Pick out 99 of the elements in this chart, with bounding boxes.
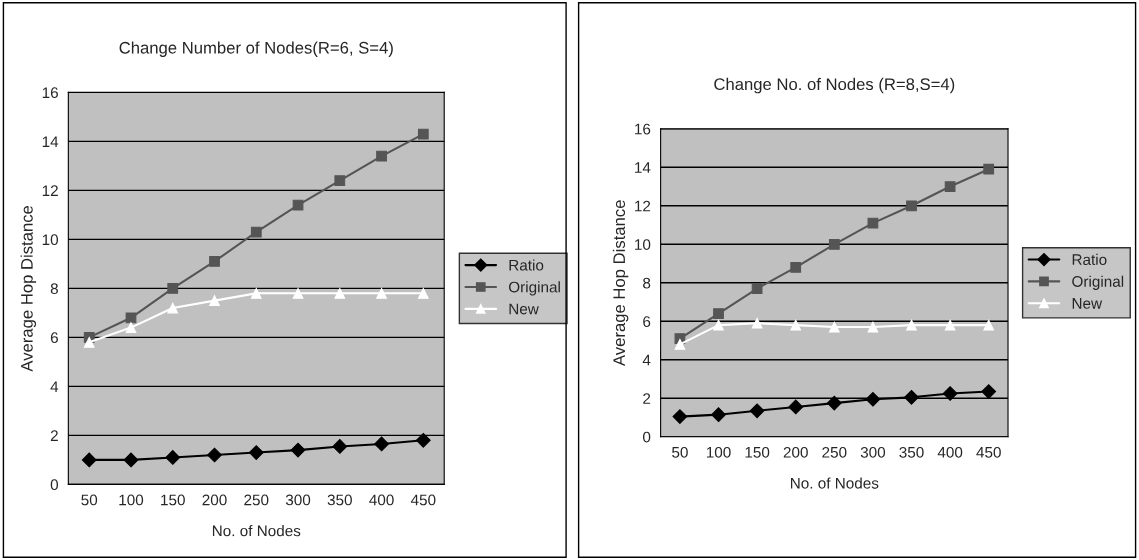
point (207, 447, 222, 463)
chart-title: Change Number of Nodes(R=6, S=4) (119, 41, 393, 57)
x-tick-label: 200 (202, 494, 227, 506)
y-tick-label: 12 (635, 200, 651, 212)
x-tick-label: 450 (976, 446, 1001, 458)
legend-label: Ratio (509, 259, 544, 271)
point (749, 403, 765, 419)
point (828, 238, 840, 250)
point (751, 283, 763, 294)
x-tick-label: 450 (410, 494, 436, 506)
x-tick-label: 400 (369, 494, 394, 506)
legend-label: Ratio (1072, 253, 1107, 266)
point (334, 175, 346, 186)
point (790, 319, 802, 331)
x-tick-label: 300 (285, 494, 311, 506)
legend-label: Original (508, 281, 560, 296)
point (290, 442, 306, 458)
y-axis-title: Average Hop Distance (20, 205, 37, 372)
y-tick-label: 14 (42, 136, 59, 147)
point (417, 287, 429, 299)
point (165, 450, 181, 465)
y-tick-label: 12 (42, 185, 58, 196)
y-tick-label: 8 (643, 277, 651, 289)
point (867, 321, 879, 333)
y-tick-label: 0 (643, 431, 651, 443)
y-tick-label: 10 (635, 239, 651, 250)
x-tick-label: 300 (860, 446, 886, 458)
y-tick-label: 2 (50, 430, 58, 441)
point (376, 287, 387, 299)
point (713, 308, 724, 319)
x-tick-label: 150 (161, 494, 185, 506)
x-tick-label: 100 (706, 446, 731, 458)
x-tick-label: 50 (81, 494, 98, 506)
point (415, 432, 431, 448)
point (376, 150, 387, 162)
x-tick-label: 350 (899, 446, 924, 458)
x-axis-title: No. of Nodes (790, 477, 879, 489)
point (167, 302, 179, 314)
point (292, 287, 304, 299)
point (788, 399, 804, 415)
x-tick-label: 250 (244, 494, 269, 506)
point (125, 322, 137, 333)
y-tick-label: 4 (50, 381, 59, 392)
y-tick-label: 4 (642, 354, 651, 366)
x-tick-label: 350 (327, 494, 352, 506)
point (828, 321, 840, 333)
point (711, 407, 726, 423)
legend-label: New (1072, 298, 1103, 309)
x-tick-label: 200 (783, 446, 808, 458)
point (83, 336, 95, 348)
y-tick-label: 6 (50, 332, 58, 344)
point (125, 312, 137, 324)
y-tick-label: 10 (42, 234, 59, 246)
point (167, 283, 179, 294)
point (332, 439, 348, 454)
point (751, 317, 763, 329)
point (983, 319, 995, 331)
point (826, 395, 842, 411)
point (250, 226, 262, 238)
point (672, 409, 688, 424)
point (250, 287, 262, 299)
x-tick-label: 100 (119, 494, 144, 506)
point (942, 386, 958, 401)
point (865, 391, 881, 407)
point (983, 163, 995, 175)
y-tick-label: 0 (50, 479, 59, 491)
point (790, 262, 802, 273)
y-tick-label: 16 (42, 87, 58, 99)
legend-label: New (509, 303, 539, 315)
legend-label: Original (1072, 275, 1124, 290)
x-tick-label: 150 (745, 446, 770, 458)
point (906, 319, 917, 331)
x-tick-label: 250 (822, 446, 847, 458)
x-tick-label: 50 (672, 446, 688, 458)
point (944, 319, 956, 331)
x-tick-label: 400 (937, 446, 963, 458)
point (123, 452, 139, 468)
point (944, 181, 956, 192)
point (374, 436, 389, 452)
point (906, 200, 917, 212)
point (417, 128, 429, 140)
point (867, 217, 879, 229)
point (334, 287, 346, 299)
y-tick-label: 2 (643, 393, 651, 404)
point (713, 319, 724, 331)
point (904, 389, 919, 405)
point (209, 256, 220, 267)
point (248, 445, 264, 460)
y-tick-label: 16 (635, 123, 651, 135)
y-tick-label: 8 (50, 283, 58, 295)
chart-title: Change No. of Nodes (R=8,S=4) (714, 77, 955, 94)
point (209, 295, 220, 307)
point (81, 452, 97, 468)
point (674, 339, 686, 350)
y-axis-title: Average Hop Distance (612, 200, 629, 366)
point (981, 384, 997, 399)
x-axis-title: No. of Nodes (212, 525, 301, 537)
y-tick-label: 14 (635, 162, 651, 173)
y-tick-label: 6 (643, 316, 651, 327)
